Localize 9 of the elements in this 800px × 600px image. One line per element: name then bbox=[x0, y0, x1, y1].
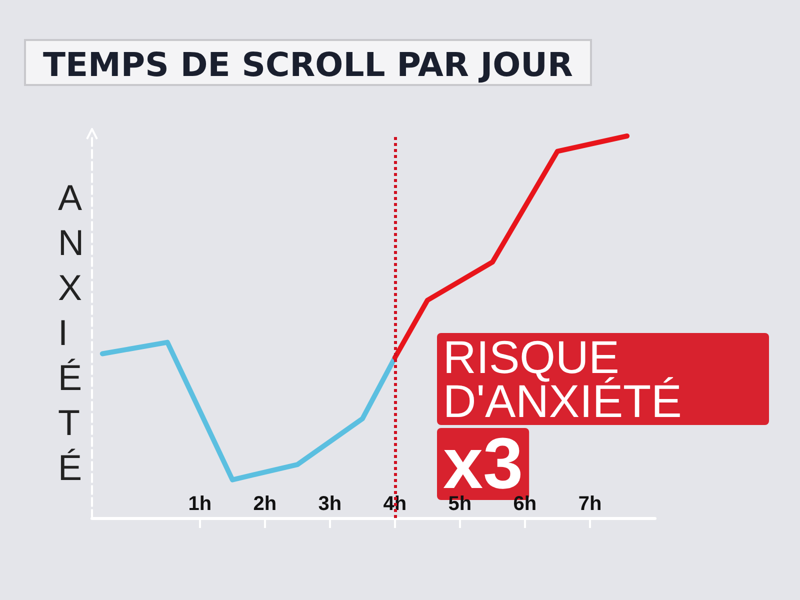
x-tick-label: 2h bbox=[253, 493, 277, 515]
x-tick-label: 7h bbox=[578, 493, 602, 515]
x-tick-label: 5h bbox=[448, 493, 472, 515]
y-axis-title: ANXIÉTÉ bbox=[58, 177, 84, 488]
annotation: RISQUE D'ANXIÉTÉ bbox=[443, 331, 682, 427]
x-tick-label: 1h bbox=[188, 493, 212, 515]
chart-title: TEMPS DE SCROLL PAR JOUR bbox=[43, 45, 573, 84]
x-tick-label: 3h bbox=[318, 493, 342, 515]
x-tick-label: 6h bbox=[513, 493, 537, 515]
